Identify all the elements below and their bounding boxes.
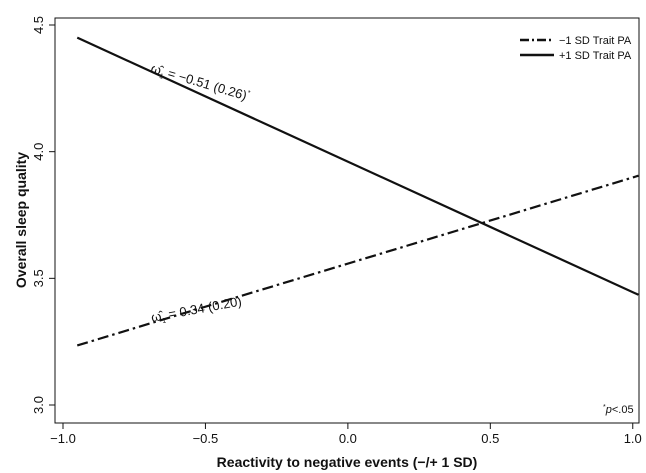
footnote-p: p — [605, 404, 612, 416]
footnote-star: * — [603, 404, 606, 411]
legend-label-minus-1sd: −1 SD Trait PA — [559, 35, 632, 47]
annotation-plus-1sd: ω̂1 = −0.51 (0.26)* — [149, 60, 252, 105]
annotation-minus-1sd-subscript: 1 — [162, 317, 167, 325]
series-line-minus-1sd — [76, 174, 639, 347]
legend-label-plus-1sd: +1 SD Trait PA — [559, 50, 632, 62]
footnote-rest: <.05 — [612, 404, 634, 416]
x-tick-label: 0.5 — [481, 431, 499, 446]
series-line-plus-1sd — [76, 36, 639, 296]
x-axis-title: Reactivity to negative events (−/+ 1 SD) — [217, 454, 478, 470]
annotation-plus-1sd-marker: * — [246, 90, 251, 98]
legend: −1 SD Trait PA +1 SD Trait PA — [520, 35, 632, 62]
y-tick-label: 4.0 — [31, 143, 46, 161]
plot-area — [54, 17, 640, 424]
annotation-minus-1sd: ω̂1 = 0.34 (0.20) — [150, 293, 243, 326]
annotation-plus-1sd-subscript: 1 — [158, 73, 164, 81]
y-axis-title: Overall sleep quality — [13, 152, 29, 288]
series-layer — [76, 36, 639, 347]
x-axis: −1.0 −0.5 0.0 0.5 1.0 — [50, 423, 642, 446]
y-tick-label: 4.5 — [31, 16, 46, 34]
x-tick-label: −1.0 — [50, 431, 76, 446]
y-tick-label: 3.5 — [31, 269, 46, 287]
x-tick-label: 1.0 — [624, 431, 642, 446]
y-tick-label: 3.0 — [31, 396, 46, 414]
annotation-minus-1sd-text: = 0.34 (0.20) — [164, 293, 243, 322]
x-tick-label: −0.5 — [193, 431, 219, 446]
y-axis: 3.0 3.5 4.0 4.5 — [31, 16, 55, 414]
significance-footnote: *p<.05 — [603, 404, 634, 416]
x-tick-label: 0.0 — [339, 431, 357, 446]
